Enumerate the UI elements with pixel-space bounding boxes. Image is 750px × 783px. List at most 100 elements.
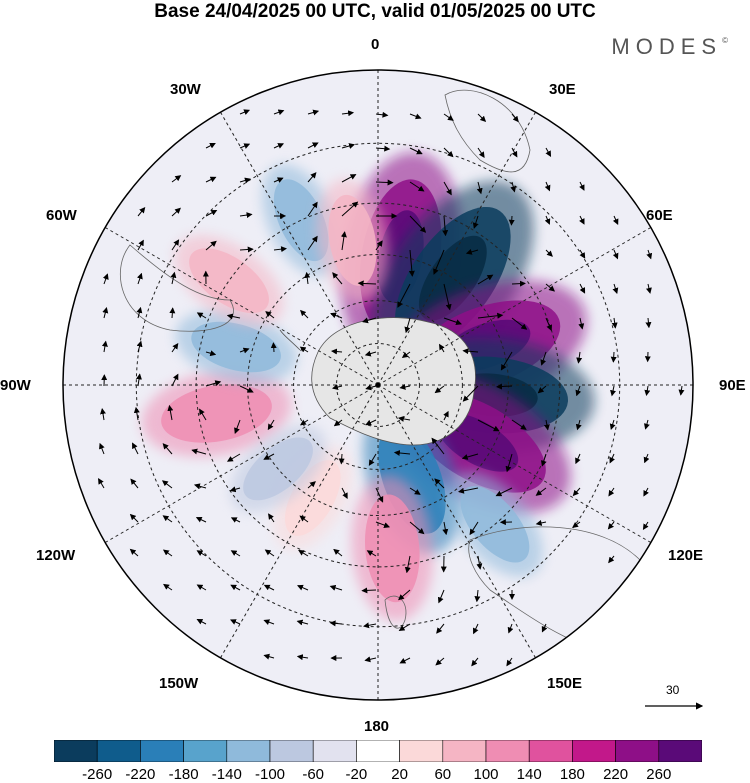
wind-vector — [129, 548, 139, 557]
anomaly-blob — [351, 475, 434, 622]
meridian-line — [377, 384, 652, 543]
wind-vector — [409, 487, 421, 495]
wind-vector — [506, 657, 513, 667]
wind-vector — [239, 177, 251, 184]
wind-vector — [643, 453, 650, 464]
wind-vector — [365, 419, 377, 426]
wind-vector — [409, 521, 425, 535]
wind-vector — [364, 656, 377, 663]
south-pole-marker — [375, 382, 381, 388]
wind-vector — [263, 453, 275, 460]
wind-vector — [477, 274, 494, 285]
wind-vector — [409, 147, 423, 155]
colorbar-segment — [140, 740, 184, 762]
wind-vector — [575, 419, 582, 431]
wind-vector — [511, 147, 518, 158]
wind-vector — [137, 239, 144, 251]
wind-vector — [267, 419, 275, 431]
wind-vector — [544, 215, 551, 225]
wind-vector — [239, 143, 251, 149]
wind-vector — [399, 657, 411, 664]
wind-vector — [307, 109, 320, 116]
wind-vector — [230, 517, 241, 523]
colorbar-tick-label: -180 — [168, 766, 199, 783]
colorbar-tick-label: 140 — [516, 766, 542, 783]
wind-vector — [230, 619, 241, 625]
wind-vector — [611, 317, 618, 329]
wind-vector — [338, 453, 345, 465]
wind-vector — [496, 383, 513, 390]
wind-vector — [226, 313, 241, 320]
wind-vector — [193, 483, 207, 490]
wind-vector — [239, 385, 254, 393]
wind-vector — [472, 623, 479, 635]
wind-vector — [205, 350, 217, 357]
wind-vector — [537, 385, 547, 394]
meridian-line — [377, 384, 536, 659]
wind-vector — [205, 143, 216, 149]
wind-vector — [171, 175, 182, 183]
wind-vector — [375, 145, 391, 152]
wind-vector — [500, 351, 513, 371]
wind-vector — [340, 231, 347, 251]
wind-vector — [264, 549, 275, 557]
wind-vector — [341, 201, 359, 217]
lon-label-150w: 150W — [159, 675, 199, 692]
wind-vector — [644, 419, 650, 430]
wind-vector — [239, 347, 250, 354]
wind-vector — [363, 622, 377, 629]
wind-vector — [205, 380, 222, 387]
wind-vector — [545, 249, 553, 257]
wind-vector — [579, 181, 585, 191]
wind-vector — [477, 147, 485, 158]
wind-vector — [495, 487, 513, 497]
wind-vector — [234, 419, 241, 434]
wind-vector — [273, 143, 285, 149]
wind-vector — [477, 312, 504, 319]
wind-vector — [307, 235, 318, 251]
wind-vector — [162, 515, 173, 523]
wind-vector — [439, 343, 445, 353]
wind-vector — [409, 181, 425, 192]
meridian-line — [104, 227, 379, 386]
wind-vector — [477, 419, 500, 432]
wind-vector — [433, 249, 445, 275]
wind-vector — [540, 453, 547, 467]
wind-vector — [332, 272, 343, 285]
wind-vector — [199, 408, 207, 421]
wind-vector — [434, 385, 445, 394]
wind-vector — [535, 519, 547, 526]
wind-vector — [226, 453, 241, 462]
wind-vector — [298, 549, 309, 557]
wind-vector — [458, 487, 479, 494]
wind-vector — [205, 176, 217, 183]
wind-vector — [368, 453, 377, 466]
wind-vector — [268, 513, 275, 523]
wind-vector — [239, 109, 251, 115]
new-zealand-outline — [384, 595, 407, 629]
wind-vector — [393, 450, 411, 456]
wind-vector — [230, 550, 241, 557]
wind-vector — [273, 177, 284, 183]
wind-vector — [263, 619, 275, 625]
wind-vector — [375, 521, 391, 528]
wind-vector — [341, 110, 355, 117]
wind-vector — [443, 283, 452, 311]
colorbar-segment — [183, 740, 228, 762]
wind-vector — [612, 215, 619, 225]
lon-label-90w: 90W — [0, 377, 31, 394]
wind-vector — [195, 516, 207, 523]
wind-vector — [608, 555, 615, 564]
wind-vector — [579, 283, 586, 294]
wind-vector — [273, 246, 288, 253]
wind-vector — [508, 215, 515, 226]
meridian-line — [104, 384, 379, 543]
wind-vector — [296, 654, 309, 661]
wind-vector — [163, 583, 173, 591]
lon-label-60e: 60E — [646, 207, 673, 224]
wind-vector — [404, 317, 411, 334]
wind-vector — [171, 373, 179, 387]
wind-vector — [133, 406, 140, 421]
wind-vector — [397, 415, 411, 422]
wind-vector — [329, 585, 343, 591]
